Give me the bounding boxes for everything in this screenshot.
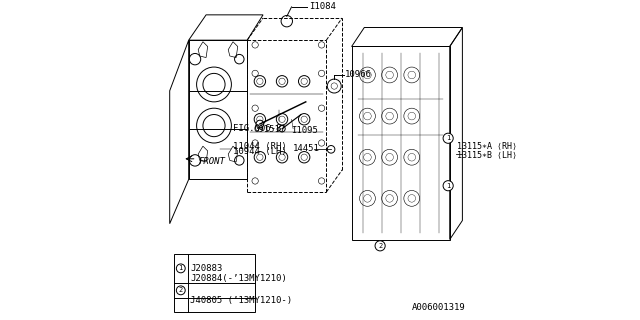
Text: 10944 ⟨LH⟩: 10944 ⟨LH⟩ (233, 147, 287, 156)
Circle shape (177, 264, 185, 273)
Text: FIG.006-8: FIG.006-8 (233, 124, 282, 133)
Text: 13115∗A ⟨RH⟩: 13115∗A ⟨RH⟩ (458, 142, 517, 151)
Text: 1: 1 (446, 135, 451, 141)
Circle shape (177, 286, 185, 295)
Text: 1: 1 (446, 183, 451, 189)
Text: J40805 (’13MY1210-): J40805 (’13MY1210-) (190, 296, 292, 305)
Text: 1: 1 (179, 265, 183, 271)
Text: J20884(-’13MY1210): J20884(-’13MY1210) (190, 274, 287, 283)
Text: 2: 2 (179, 287, 183, 293)
Text: G91517: G91517 (253, 125, 286, 134)
Text: FRONT: FRONT (198, 156, 225, 165)
Bar (174, 254, 255, 312)
Circle shape (279, 125, 285, 132)
Circle shape (443, 133, 453, 143)
Text: J20883: J20883 (190, 264, 223, 273)
Text: 11044 ⟨RH⟩: 11044 ⟨RH⟩ (233, 142, 287, 151)
Circle shape (256, 120, 264, 128)
Text: I1084: I1084 (310, 3, 337, 12)
Text: 14451: 14451 (293, 144, 320, 153)
Text: 13115∗B ⟨LH⟩: 13115∗B ⟨LH⟩ (458, 151, 517, 160)
Circle shape (375, 241, 385, 251)
Text: A006001319: A006001319 (412, 303, 465, 312)
Text: 2: 2 (378, 243, 382, 249)
Circle shape (443, 181, 453, 191)
Text: I1095: I1095 (291, 126, 318, 135)
Text: 10966: 10966 (346, 70, 372, 79)
